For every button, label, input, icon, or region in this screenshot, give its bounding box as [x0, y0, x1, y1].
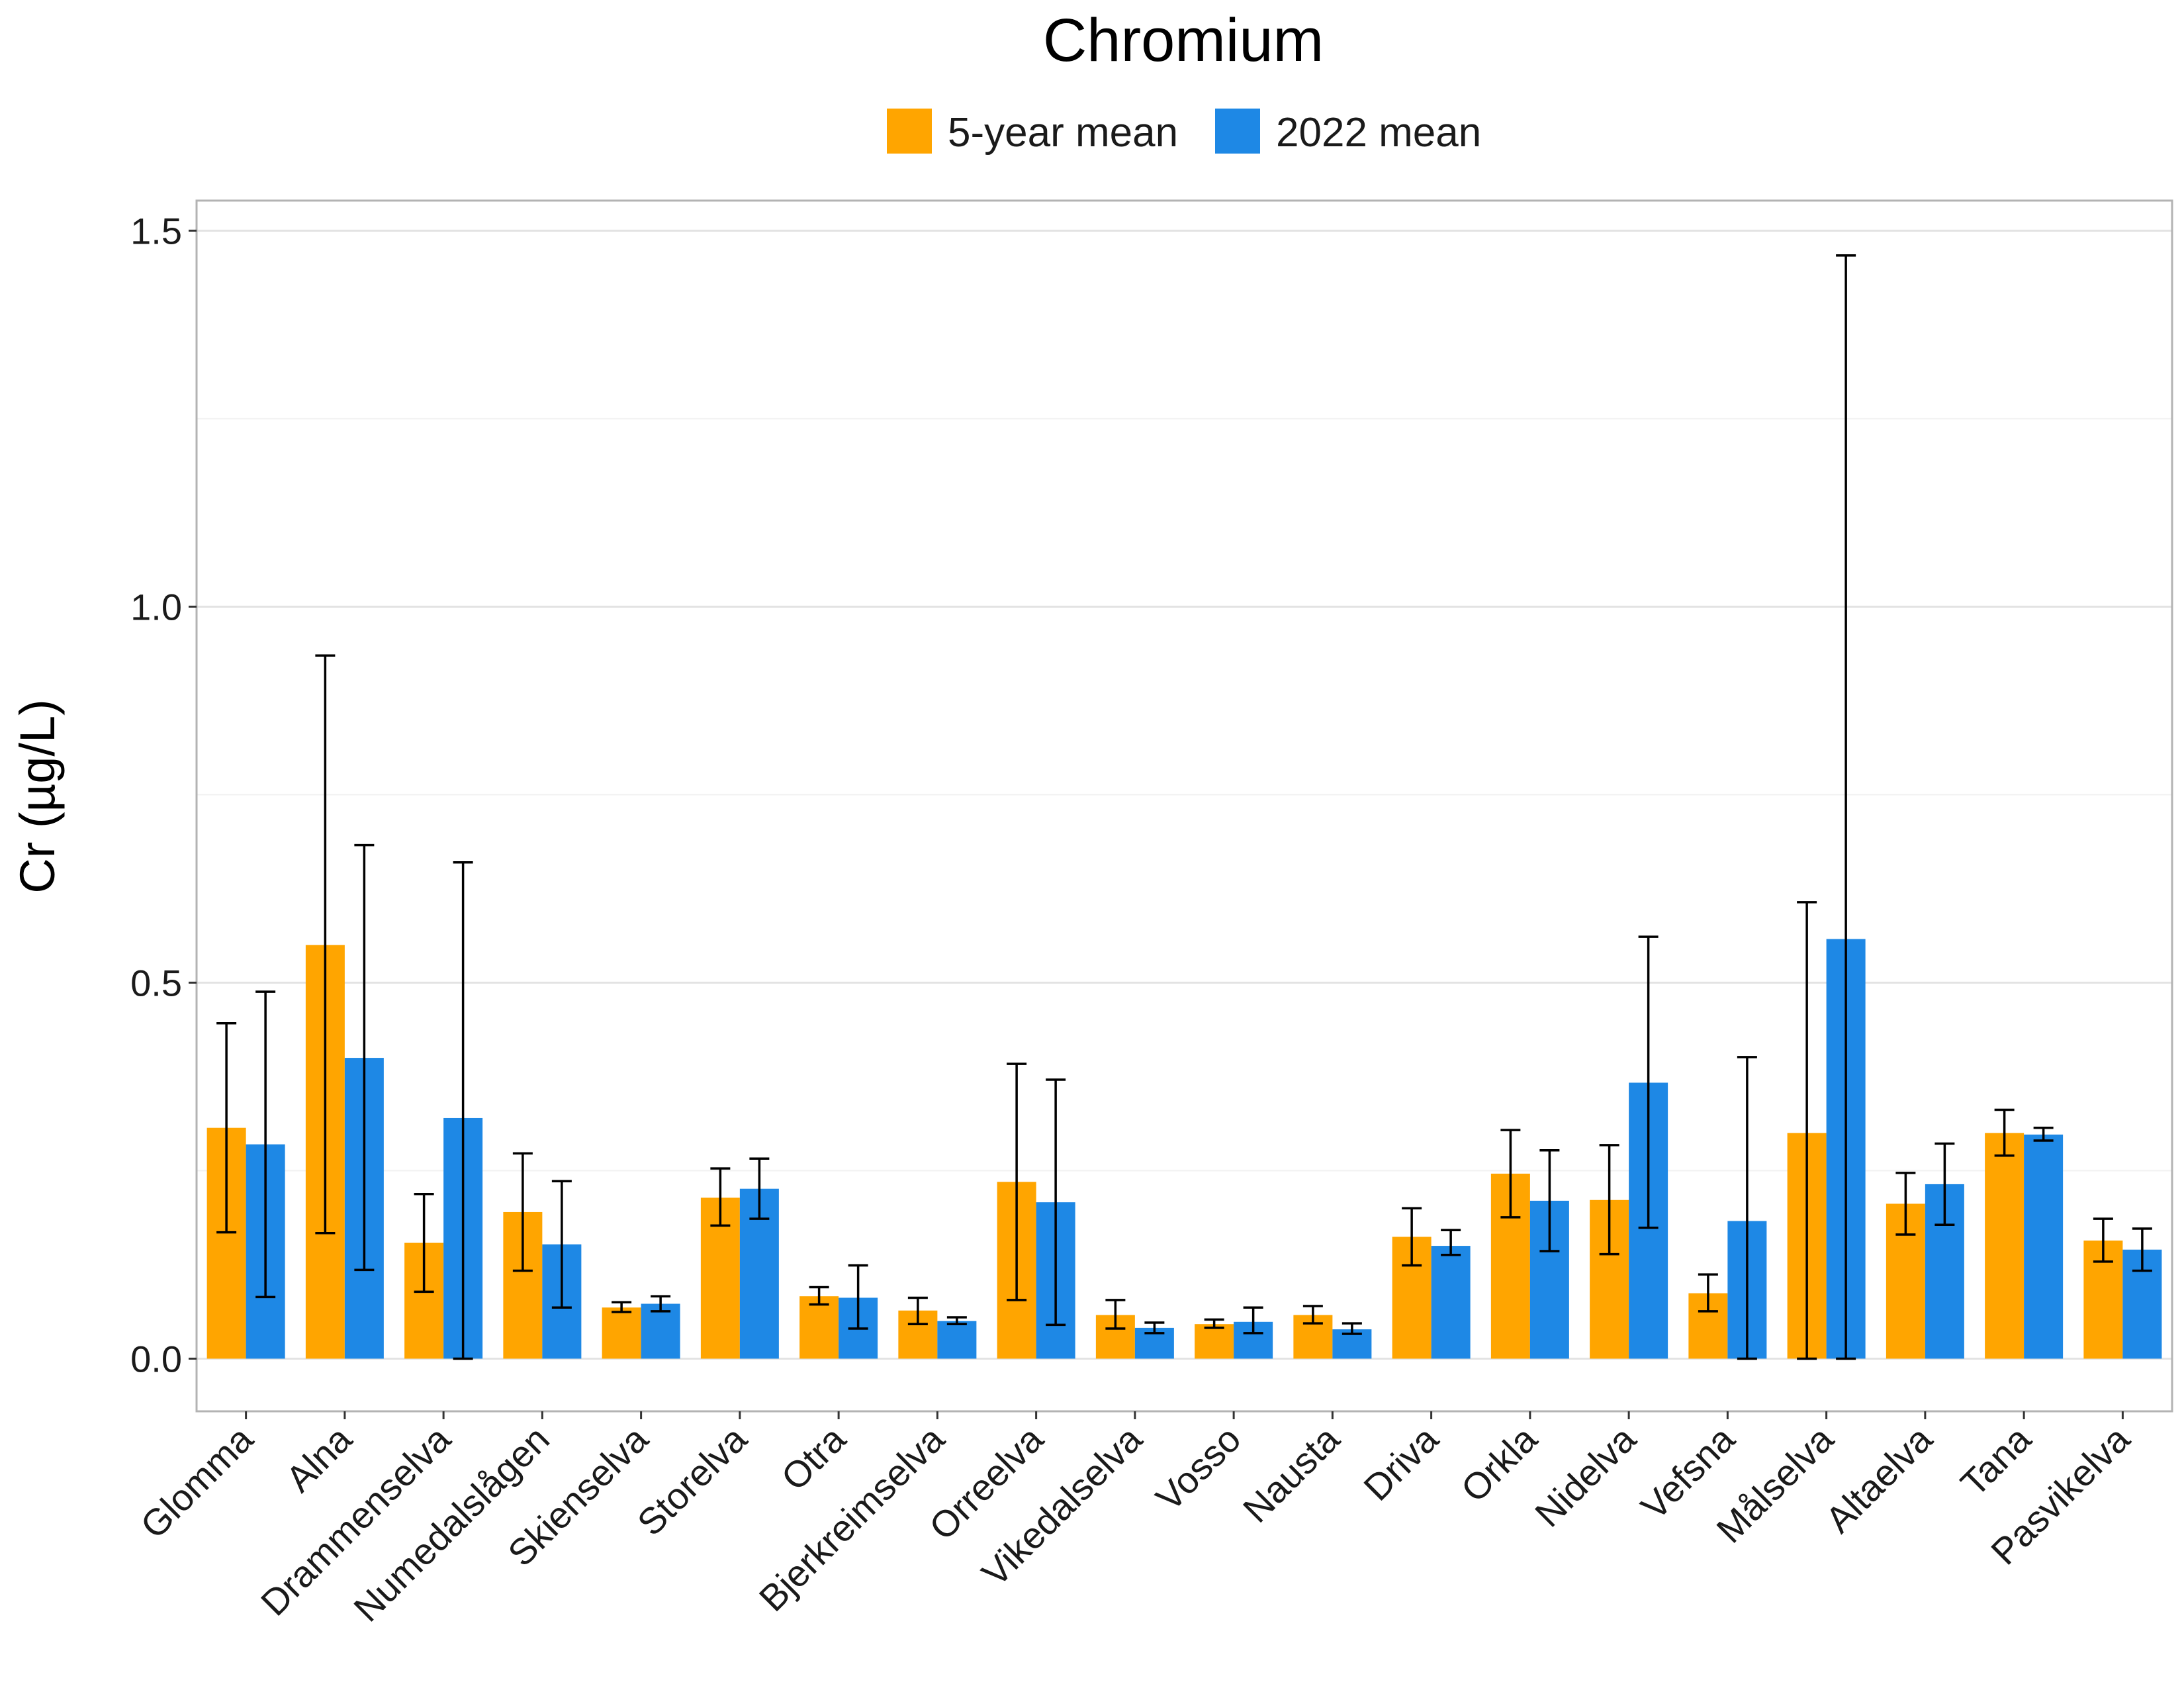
legend-label-5-year-mean: 5-year mean — [948, 110, 1178, 156]
legend: 5-year mean 2022 mean — [887, 109, 1481, 156]
error-bar-5-year-mean-pasvikelva — [2093, 1217, 2113, 1263]
error-bar-5-year-mean-glomma — [216, 1022, 237, 1234]
y-axis-ticks: 0.0 0.5 1.0 1.5 — [130, 210, 197, 1380]
error-bar-5-year-mean-vefsna — [1698, 1273, 1718, 1313]
legend-swatch-5-year-mean — [887, 109, 932, 154]
error-bar-5-year-mean-orkla — [1500, 1129, 1521, 1219]
y-axis-label: Cr (µg/L) — [10, 699, 65, 893]
error-bar-2022-mean-orreelva — [1046, 1078, 1066, 1327]
chart-title: Chromium — [1043, 7, 1324, 74]
error-bar-5-year-mean-altaelva — [1895, 1172, 1916, 1236]
error-bar-2022-mean-glomma — [255, 990, 276, 1299]
error-bar-2022-mean-skienselva — [651, 1295, 671, 1313]
error-bar-2022-mean-tana — [2033, 1126, 2054, 1142]
error-bars — [216, 254, 2152, 1360]
error-bar-2022-mean-storelva — [749, 1157, 770, 1220]
gridlines — [197, 229, 2172, 1360]
error-bar-5-year-mean-m-lselva — [1797, 901, 1817, 1360]
plot-panel-border — [195, 199, 2173, 1413]
error-bar-5-year-mean-driva — [1402, 1207, 1422, 1267]
error-bar-5-year-mean-nausta — [1302, 1305, 1323, 1325]
legend-label-2022-mean: 2022 mean — [1276, 110, 1481, 156]
legend-swatch-2022-mean — [1215, 109, 1260, 154]
error-bar-2022-mean-drammenselva — [453, 861, 473, 1360]
error-bar-5-year-mean-orreelva — [1007, 1062, 1027, 1301]
y-tick-label: 1.0 — [130, 586, 182, 628]
error-bar-2022-mean-vosso — [1243, 1306, 1263, 1335]
error-bar-2022-mean-orkla — [1539, 1149, 1560, 1252]
error-bar-2022-mean-bjerkreimselva — [946, 1316, 967, 1325]
error-bar-2022-mean-nausta — [1342, 1322, 1362, 1335]
error-bar-5-year-mean-bjerkreimselva — [907, 1296, 928, 1325]
error-bar-5-year-mean-vikedalselva — [1105, 1299, 1126, 1330]
error-bar-2022-mean-altaelva — [1934, 1142, 1955, 1227]
error-bar-2022-mean-driva — [1441, 1229, 1461, 1256]
bar-5-year-mean-vosso — [1195, 1324, 1234, 1359]
error-bar-2022-mean-vefsna — [1737, 1056, 1757, 1360]
error-bar-2022-mean-otra — [848, 1264, 868, 1330]
error-bar-5-year-mean-drammenselva — [414, 1192, 434, 1293]
error-bar-5-year-mean-numedalsl-gen — [512, 1152, 533, 1272]
y-tick-label: 0.0 — [130, 1338, 182, 1380]
error-bar-2022-mean-nidelva — [1638, 935, 1659, 1229]
error-bar-5-year-mean-storelva — [710, 1167, 731, 1227]
error-bar-5-year-mean-alna — [315, 654, 336, 1235]
y-tick-label: 1.5 — [130, 210, 182, 252]
bar-5-year-mean-skienselva — [602, 1307, 641, 1359]
error-bar-5-year-mean-vosso — [1204, 1318, 1224, 1329]
error-bar-2022-mean-m-lselva — [1836, 254, 1856, 1360]
bar-2022-mean-tana — [2024, 1134, 2064, 1359]
bar-5-year-mean-tana — [1985, 1133, 2025, 1359]
bar-2022-mean-driva — [1431, 1246, 1471, 1359]
error-bar-5-year-mean-skienselva — [612, 1301, 632, 1313]
y-tick-label: 0.5 — [130, 962, 182, 1004]
bar-2022-mean-bjerkreimselva — [937, 1321, 977, 1359]
error-bar-5-year-mean-tana — [1994, 1108, 2015, 1157]
error-bar-2022-mean-numedalsl-gen — [551, 1180, 572, 1309]
error-bar-5-year-mean-nidelva — [1599, 1144, 1619, 1256]
error-bar-2022-mean-alna — [354, 843, 375, 1272]
error-bar-2022-mean-vikedalselva — [1144, 1321, 1165, 1335]
error-bar-2022-mean-pasvikelva — [2132, 1227, 2152, 1272]
bar-5-year-mean-otra — [799, 1296, 839, 1359]
bar-2022-mean-skienselva — [641, 1303, 680, 1359]
error-bar-5-year-mean-otra — [809, 1286, 829, 1306]
